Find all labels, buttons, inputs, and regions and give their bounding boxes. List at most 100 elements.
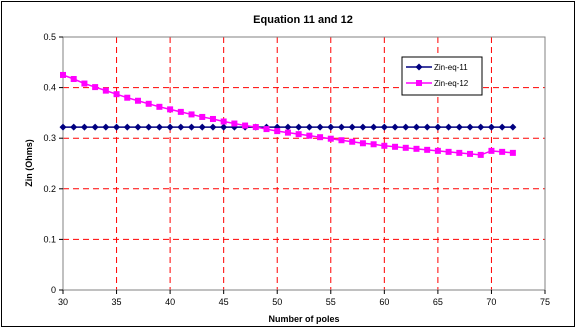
data-point-2: [124, 94, 131, 101]
data-point-1: [402, 123, 410, 131]
data-point-1: [284, 123, 292, 131]
data-point-1: [380, 123, 388, 131]
data-point-2: [220, 118, 227, 125]
data-point-1: [113, 123, 121, 131]
data-point-1: [423, 123, 431, 131]
x-tick-label: 45: [219, 297, 229, 307]
data-point-1: [477, 123, 485, 131]
data-point-1: [220, 123, 228, 131]
x-tick-label: 60: [379, 297, 389, 307]
data-point-1: [166, 123, 174, 131]
data-point-1: [434, 123, 442, 131]
data-point-2: [499, 148, 506, 155]
data-point-1: [188, 123, 196, 131]
plot-area-border: [62, 36, 546, 291]
data-point-2: [145, 100, 152, 107]
data-point-1: [466, 123, 474, 131]
x-tick-label: 40: [165, 297, 175, 307]
data-point-2: [113, 91, 120, 98]
data-point-1: [412, 123, 420, 131]
x-axis-ticks: 30 35 40 45 50 55 60 65 70 75: [58, 290, 550, 307]
data-point-1: [359, 123, 367, 131]
legend-item-2: Zin-eq-12: [406, 79, 469, 88]
data-point-1: [145, 123, 153, 131]
chart-title: Equation 11 and 12: [253, 14, 353, 26]
y-tick-label: 0.5: [43, 32, 56, 42]
data-point-1: [155, 123, 163, 131]
data-point-1: [455, 123, 463, 131]
x-tick-label: 75: [540, 297, 550, 307]
data-point-2: [306, 132, 313, 139]
data-point-2: [156, 103, 163, 110]
data-point-2: [477, 151, 484, 158]
y-tick-label: 0.3: [43, 133, 56, 143]
data-point-2: [445, 148, 452, 155]
legend-box: [401, 56, 483, 96]
data-point-2: [209, 115, 216, 122]
data-point-1: [348, 123, 356, 131]
data-point-2: [60, 71, 66, 78]
data-point-2: [317, 134, 324, 141]
data-point-2: [402, 144, 409, 151]
data-point-1: [134, 123, 142, 131]
legend-marker-2: [416, 80, 422, 86]
data-point-2: [295, 131, 302, 138]
legend-item-1: Zin-eq-11: [406, 63, 468, 72]
data-point-1: [327, 123, 335, 131]
data-point-2: [177, 108, 184, 115]
data-point-2: [424, 146, 431, 153]
data-point-1: [509, 123, 517, 131]
y-tick-label: 0: [51, 285, 56, 295]
y-tick-label: 0.1: [43, 234, 56, 244]
data-point-2: [434, 147, 441, 154]
data-point-2: [349, 138, 356, 145]
data-point-2: [509, 149, 516, 156]
x-tick-label: 30: [58, 297, 68, 307]
data-point-1: [123, 123, 131, 131]
data-point-2: [370, 141, 377, 148]
data-point-2: [456, 149, 463, 156]
data-point-1: [91, 123, 99, 131]
data-point-2: [467, 150, 474, 157]
data-point-2: [188, 111, 195, 118]
data-point-2: [199, 113, 206, 120]
y-axis-ticks: 0 0.1 0.2 0.3 0.4 0.5: [43, 32, 63, 295]
data-point-2: [284, 129, 291, 136]
data-point-2: [392, 143, 399, 150]
data-point-1: [305, 123, 313, 131]
x-tick-label: 65: [433, 297, 443, 307]
legend-marker-1: [415, 63, 423, 71]
x-tick-label: 35: [112, 297, 122, 307]
data-point-1: [487, 123, 495, 131]
x-tick-label: 50: [272, 297, 282, 307]
x-tick-label: 70: [486, 297, 496, 307]
data-point-2: [263, 126, 270, 133]
data-point-1: [102, 123, 110, 131]
data-point-1: [59, 123, 67, 131]
x-tick-label: 55: [326, 297, 336, 307]
data-point-1: [316, 123, 324, 131]
data-point-2: [488, 147, 495, 154]
data-point-2: [413, 145, 420, 152]
data-point-1: [391, 123, 399, 131]
data-point-2: [134, 97, 141, 104]
legend-label-2: Zin-eq-12: [434, 79, 469, 88]
data-point-1: [337, 123, 345, 131]
x-axis-label: Number of poles: [268, 314, 339, 324]
legend-label-1: Zin-eq-11: [434, 63, 468, 72]
data-point-2: [102, 87, 109, 94]
data-point-1: [445, 123, 453, 131]
data-point-1: [370, 123, 378, 131]
data-point-2: [338, 137, 345, 144]
data-point-1: [295, 123, 303, 131]
y-tick-label: 0.2: [43, 184, 56, 194]
data-point-2: [81, 80, 88, 87]
data-point-1: [209, 123, 217, 131]
data-point-1: [80, 123, 88, 131]
data-point-1: [70, 123, 78, 131]
data-point-2: [92, 84, 99, 91]
data-point-2: [242, 122, 249, 129]
series-group: [59, 71, 517, 158]
data-point-1: [198, 123, 206, 131]
